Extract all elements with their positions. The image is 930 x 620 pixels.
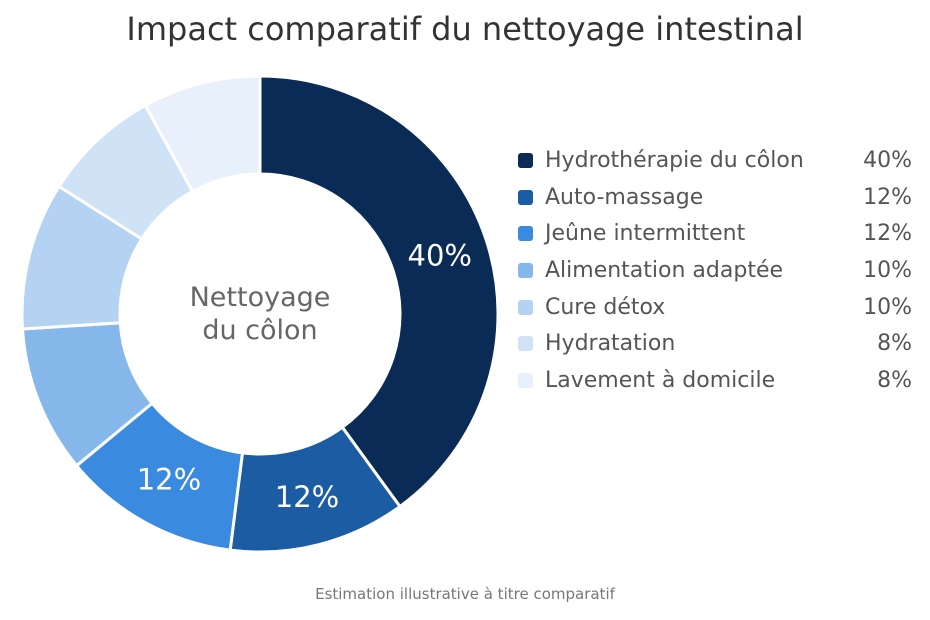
legend-value: 40% [863,147,912,173]
legend-item[interactable]: Hydratation 8% [518,325,912,362]
legend-item[interactable]: Lavement à domicile 8% [518,362,912,399]
chart-title: Impact comparatif du nettoyage intestina… [126,10,804,48]
legend-value: 8% [877,367,912,393]
legend-item[interactable]: Alimentation adaptée 10% [518,252,912,289]
slice-label: 12% [275,480,339,514]
legend-swatch [518,189,533,205]
donut-slice[interactable] [258,74,500,509]
legend-value: 12% [863,221,912,247]
center-label: Nettoyage [190,282,331,313]
donut-slice[interactable] [143,74,262,194]
legend-item[interactable]: Cure détox 10% [518,289,912,326]
legend-label: Lavement à domicile [545,367,776,393]
center-label: du côlon [202,315,317,346]
slice-label: 40% [408,239,472,273]
legend-label: Hydrothérapie du côlon [545,147,804,173]
legend-swatch [518,226,533,242]
legend-value: 10% [863,257,912,283]
legend-item[interactable]: Hydrothérapie du côlon 40% [518,142,912,179]
legend-label: Auto-massage [545,184,704,210]
legend-label: Hydratation [545,331,676,357]
legend-item[interactable]: Jeûne intermittent 12% [518,215,912,252]
legend: Hydrothérapie du côlon 40% Auto-massage 12%… [518,142,912,399]
legend-swatch [518,299,533,315]
legend-swatch [518,336,533,352]
legend-label: Alimentation adaptée [545,257,784,283]
legend-value: 8% [877,331,912,357]
legend-swatch [518,372,533,388]
legend-label: Cure détox [545,294,666,320]
legend-label: Jeûne intermittent [545,221,746,247]
legend-swatch [518,152,533,168]
legend-item[interactable]: Auto-massage 12% [518,179,912,216]
footnote: Estimation illustrative à titre comparat… [315,585,615,603]
legend-swatch [518,262,533,278]
slice-label: 12% [137,463,201,497]
legend-value: 12% [863,184,912,210]
legend-value: 10% [863,294,912,320]
